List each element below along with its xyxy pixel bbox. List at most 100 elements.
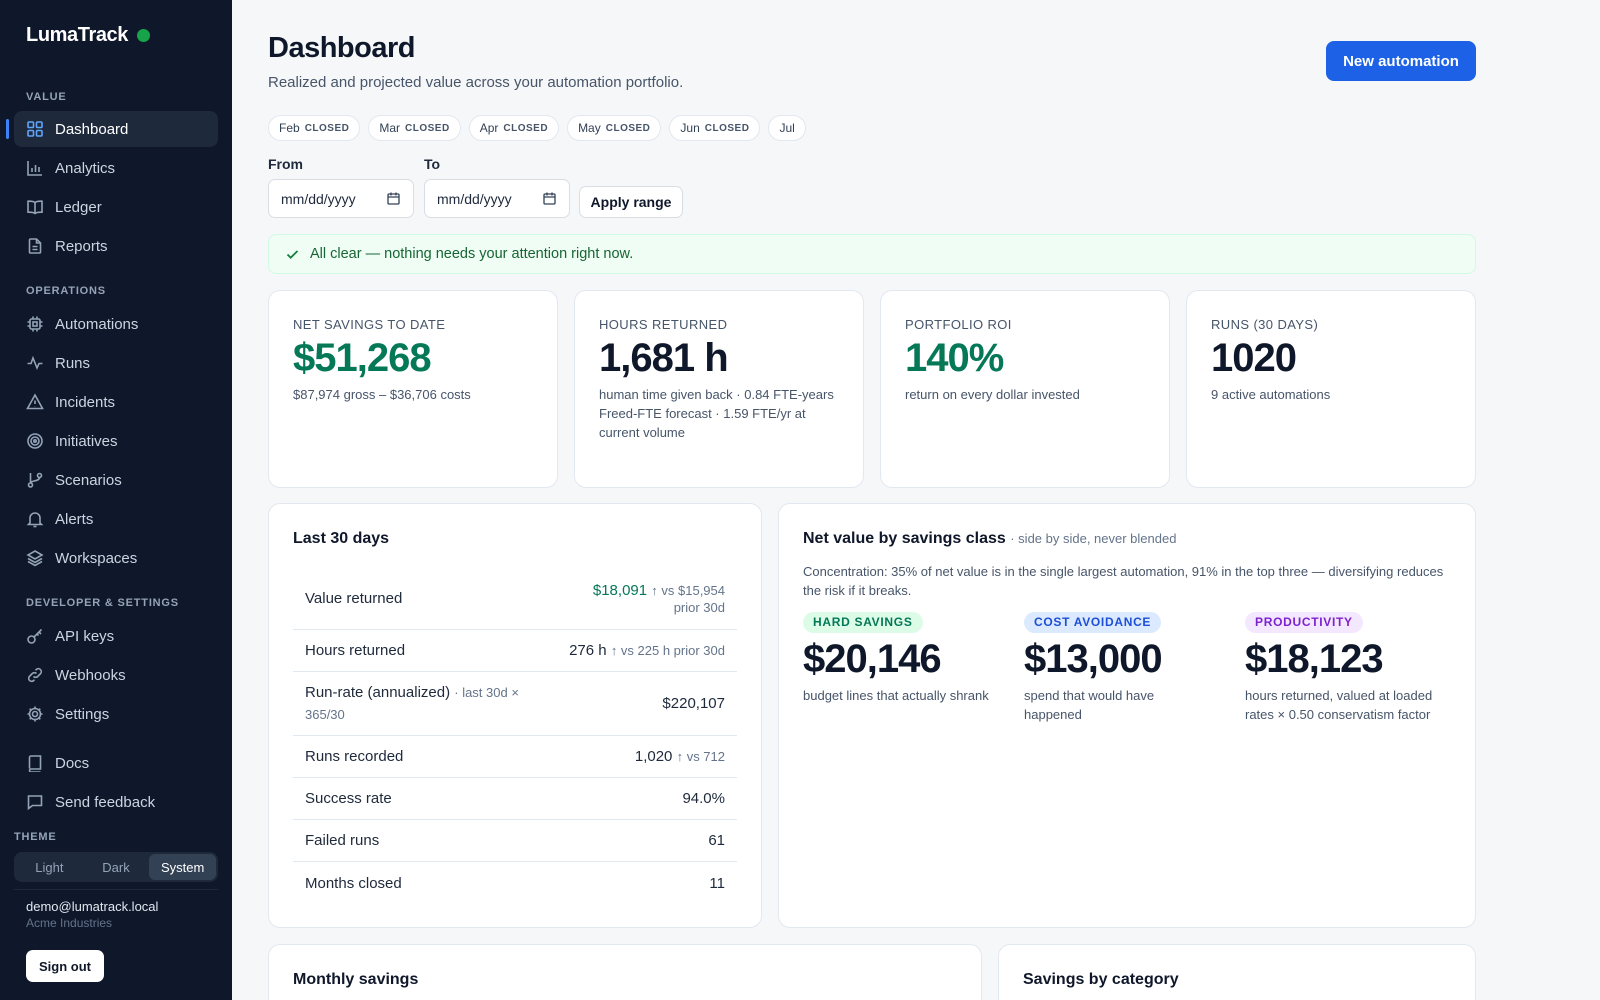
card-subtitle: · side by side, never blended [1010, 531, 1177, 546]
sidebar-item-initiatives[interactable]: Initiatives [14, 423, 218, 459]
class-value: $13,000 [1024, 637, 1163, 681]
sidebar-item-alerts[interactable]: Alerts [14, 501, 218, 537]
row-hint: · last 30d × 365/30 [305, 684, 519, 722]
kpi-note: human time given back · 0.84 FTE-years [599, 387, 834, 402]
status-dot [137, 29, 151, 42]
table-row-hours-returned: Hours returned 276 h ↑ vs 225 h prior 30… [293, 630, 737, 672]
user-org: Acme Industries [26, 916, 113, 930]
month-chip-jul[interactable]: Jul [768, 115, 806, 141]
sidebar-item-scenarios[interactable]: Scenarios [14, 462, 218, 498]
kpi-note: return on every dollar invested [905, 387, 1080, 402]
savings-class-avoidance: COST AVOIDANCE $13,000 spend that would … [1024, 612, 1245, 724]
month-chip-mar[interactable]: Mar CLOSED [368, 115, 461, 141]
row-value: 276 h [569, 642, 607, 659]
link-icon [26, 666, 44, 684]
sidebar-item-analytics[interactable]: Analytics [14, 150, 218, 186]
closed-tag: CLOSED [704, 122, 750, 134]
sidebar-item-label: Initiatives [55, 432, 118, 450]
to-date-input[interactable]: mm/dd/yyyy [424, 179, 570, 218]
sidebar-item-send-feedback[interactable]: Send feedback [14, 784, 218, 820]
bar-chart-icon [26, 159, 44, 177]
status-alert: All clear — nothing needs your attention… [268, 234, 1476, 274]
month-chip-jun[interactable]: Jun CLOSED [669, 115, 761, 141]
row-label: Failed runs [305, 832, 380, 849]
sidebar-item-automations[interactable]: Automations [14, 306, 218, 342]
sidebar-item-incidents[interactable]: Incidents [14, 384, 218, 420]
class-badge: HARD SAVINGS [803, 612, 923, 633]
calendar-icon[interactable] [543, 192, 556, 205]
apply-range-button[interactable]: Apply range [579, 186, 683, 218]
monthly-savings-card: Monthly savings [268, 944, 982, 1000]
month-label: Jul [779, 121, 795, 135]
row-value: $220,107 [662, 695, 725, 712]
table-row-runs-recorded: Runs recorded 1,020 ↑ vs 712 [293, 736, 737, 778]
sidebar-item-label: Analytics [55, 159, 116, 177]
sidebar-item-label: Alerts [55, 510, 94, 528]
sidebar-item-runs[interactable]: Runs [14, 345, 218, 381]
sidebar-item-api-keys[interactable]: API keys [14, 618, 218, 654]
sidebar-item-label: Settings [55, 705, 110, 723]
month-chip-apr[interactable]: Apr CLOSED [468, 115, 560, 141]
month-chips: Feb CLOSED Mar CLOSED Apr CLOSED May CLOSED … [268, 115, 806, 141]
new-automation-button[interactable]: New automation [1326, 41, 1476, 81]
month-chip-feb[interactable]: Feb CLOSED [268, 115, 361, 141]
sidebar-item-label: Ledger [55, 198, 102, 216]
message-icon [26, 793, 44, 811]
table-row-value-returned: Value returned $18,091 ↑ vs $15,954 prio… [293, 568, 737, 630]
card-title: Last 30 days [293, 530, 390, 547]
bell-icon [26, 510, 44, 528]
month-label: Apr [479, 121, 499, 135]
from-date-input[interactable]: mm/dd/yyyy [268, 179, 414, 218]
file-text-icon [26, 237, 44, 255]
to-date-placeholder: mm/dd/yyyy [437, 190, 512, 207]
row-value: 11 [709, 874, 725, 892]
book-icon [26, 754, 44, 772]
table-row-success-rate: Success rate 94.0% [293, 778, 737, 820]
theme-option-system[interactable]: System [149, 854, 217, 880]
row-right: 1,020 ↑ vs 712 [635, 748, 725, 765]
savings-classes: HARD SAVINGS $20,146 budget lines that a… [803, 612, 1455, 724]
calendar-icon[interactable] [387, 192, 400, 205]
kpi-label: Runs (30 days) [1211, 317, 1319, 332]
kpi-label: Portfolio ROI [905, 317, 1012, 332]
savings-by-category-card: Savings by category [998, 944, 1476, 1000]
month-chip-may[interactable]: May CLOSED [567, 115, 662, 141]
closed-tag: CLOSED [605, 122, 651, 134]
sidebar-item-webhooks[interactable]: Webhooks [14, 657, 218, 693]
brand[interactable]: LumaTrack [26, 24, 151, 47]
sidebar-item-label: Scenarios [55, 471, 122, 489]
sidebar-item-docs[interactable]: Docs [14, 745, 218, 781]
git-branch-icon [26, 471, 44, 489]
row-label: Runs recorded [305, 748, 404, 765]
sidebar-item-dashboard[interactable]: Dashboard [6, 111, 218, 147]
from-date-placeholder: mm/dd/yyyy [281, 190, 356, 207]
row-comparison: ↑ vs 225 h prior 30d [610, 643, 725, 658]
theme-option-light[interactable]: Light [35, 859, 64, 875]
layers-icon [26, 549, 44, 567]
concentration-note: Concentration: 35% of net value is in th… [803, 564, 1444, 598]
activity-icon [26, 354, 44, 372]
class-value: $20,146 [803, 637, 942, 681]
kpi-value: 1020 [1211, 336, 1297, 380]
kpi-note: $87,974 gross – $36,706 costs [293, 387, 471, 402]
row-label: Hours returned [305, 642, 406, 659]
kpi-note: 9 active automations [1211, 387, 1331, 402]
row-value: 1,020 [634, 748, 673, 765]
month-label: Feb [279, 121, 300, 135]
alert-text: All clear — nothing needs your attention… [310, 246, 634, 262]
kpi-card-portfolio-roi: Portfolio ROI 140% return on every dolla… [880, 290, 1170, 488]
sign-out-button[interactable]: Sign out [26, 950, 104, 982]
class-badge: COST AVOIDANCE [1024, 612, 1162, 633]
sidebar-item-reports[interactable]: Reports [14, 228, 218, 264]
sidebar-item-workspaces[interactable]: Workspaces [14, 540, 218, 576]
row-value: $18,091 [592, 581, 648, 599]
theme-option-dark[interactable]: Dark [102, 859, 130, 875]
sidebar-item-settings[interactable]: Settings [14, 696, 218, 732]
kpi-card-runs-30-days: Runs (30 days) 1020 9 active automations [1186, 290, 1476, 488]
sidebar-item-label: Webhooks [55, 666, 126, 684]
kpi-value: 1,681 h [599, 336, 729, 380]
table-row-failed-runs: Failed runs 61 [293, 820, 737, 862]
sidebar-item-label: Automations [55, 315, 139, 333]
sidebar-item-ledger[interactable]: Ledger [14, 189, 218, 225]
row-value: 61 [708, 832, 725, 849]
